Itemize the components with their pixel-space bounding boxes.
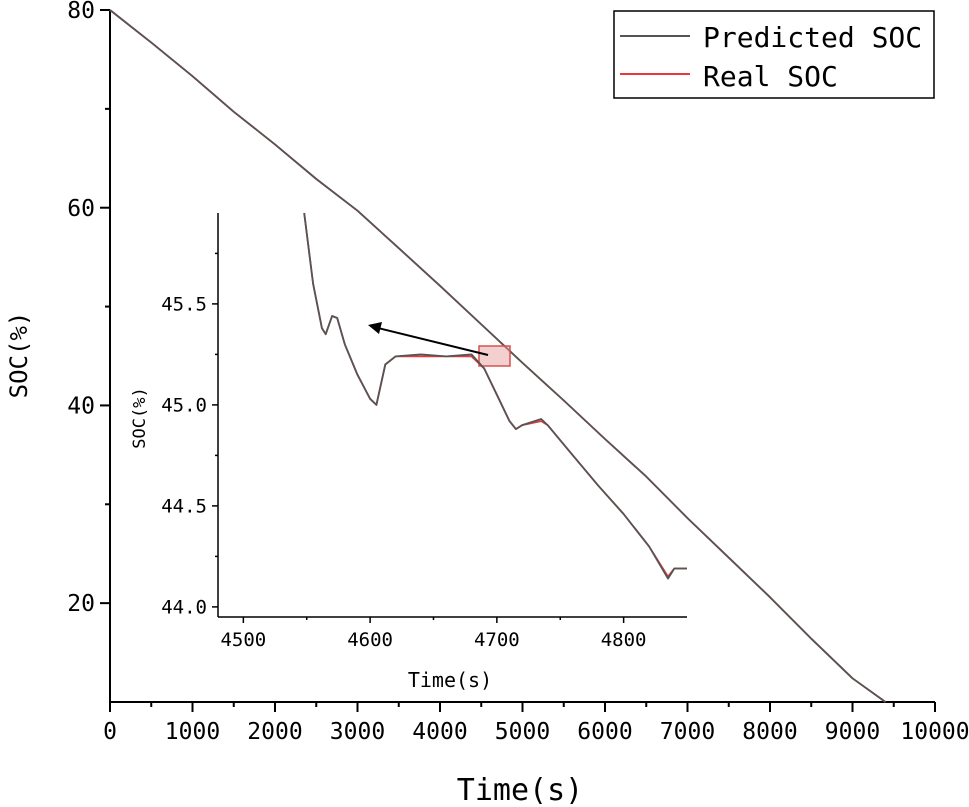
main-x-tick-label: 2000 [247, 719, 302, 745]
main-y-axis-label: SOC(%) [5, 312, 33, 399]
zoom-arrow-head [368, 322, 382, 334]
main-y-tick-label: 40 [67, 393, 95, 419]
main-plot: 0 1000 2000 3000 4000 5000 6000 7000 8000 9000 100… [5, 0, 969, 807]
main-x-tick-label: 0 [103, 719, 117, 745]
inset-x-tick-label: 4800 [601, 629, 647, 651]
zoom-arrow [377, 327, 489, 356]
inset-y-tick-label: 44.0 [161, 597, 207, 619]
inset-y-tick-label: 45.0 [161, 395, 207, 417]
main-x-tick-label: 1000 [165, 719, 220, 745]
inset-series [303, 212, 687, 580]
main-y-ticks: 20 40 60 80 [67, 0, 110, 617]
zoom-highlight-box [478, 345, 511, 367]
main-x-tick-label: 8000 [742, 719, 797, 745]
legend: Predicted SOC Real SOC [613, 10, 935, 99]
inset-x-tick-label: 4700 [474, 629, 520, 651]
main-x-tick-label: 4000 [412, 719, 467, 745]
main-series-predicted [109, 9, 887, 703]
inset-y-ticks: 44.0 44.5 45.0 45.5 [161, 252, 218, 619]
inset-plot: 4500 4600 4700 4800 44.0 44.5 45.0 45.5 Time(s… [130, 212, 687, 692]
inset-x-ticks: 4500 4600 4700 4800 [220, 617, 647, 651]
inset-x-axis-label: Time(s) [408, 668, 492, 692]
inset-series-predicted [303, 212, 687, 580]
main-y-tick-label: 20 [67, 591, 95, 617]
legend-label-predicted: Predicted SOC [703, 21, 922, 54]
inset-y-axis-label: SOC(%) [130, 387, 150, 448]
main-y-tick-label: 80 [67, 0, 95, 24]
main-x-tick-label: 5000 [495, 719, 550, 745]
zoom-annotation [368, 322, 511, 367]
main-x-tick-label: 3000 [330, 719, 385, 745]
main-x-tick-label: 10000 [900, 719, 969, 745]
main-series [109, 9, 887, 703]
main-y-tick-label: 60 [67, 196, 95, 222]
main-x-tick-label: 6000 [577, 719, 632, 745]
main-x-tick-label: 7000 [660, 719, 715, 745]
inset-x-tick-label: 4600 [347, 629, 393, 651]
legend-box [613, 10, 935, 99]
legend-label-real: Real SOC [703, 60, 838, 93]
inset-y-tick-label: 44.5 [161, 496, 207, 518]
main-x-tick-label: 9000 [825, 719, 880, 745]
main-x-ticks: 0 1000 2000 3000 4000 5000 6000 7000 8000 9000 100… [103, 702, 969, 745]
inset-x-tick-label: 4500 [220, 629, 266, 651]
inset-y-tick-label: 45.5 [161, 294, 207, 316]
main-x-axis-label: Time(s) [457, 773, 583, 807]
